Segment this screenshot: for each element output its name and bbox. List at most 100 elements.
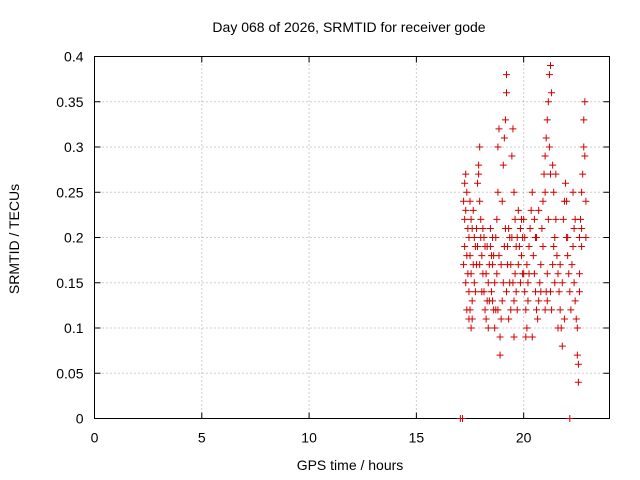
data-point	[501, 224, 509, 232]
data-point	[499, 279, 507, 287]
data-point	[487, 288, 495, 296]
x-tick-label: 10	[301, 430, 317, 446]
data-point	[510, 333, 518, 341]
data-point	[489, 261, 497, 269]
data-point	[463, 252, 471, 260]
data-point	[549, 261, 557, 269]
data-point	[550, 188, 558, 196]
data-point	[467, 324, 475, 332]
data-point	[491, 279, 499, 287]
data-point	[546, 62, 554, 70]
data-point	[564, 234, 572, 241]
data-point	[490, 252, 498, 260]
data-point	[541, 152, 549, 160]
data-point	[492, 234, 500, 241]
data-point	[559, 215, 567, 223]
data-point	[522, 333, 530, 341]
data-point	[524, 297, 532, 305]
data-point	[496, 333, 504, 341]
data-point	[573, 324, 581, 332]
data-point	[528, 188, 536, 196]
data-point	[554, 324, 562, 332]
data-point	[579, 170, 587, 178]
data-point	[493, 270, 501, 278]
data-point	[509, 279, 517, 287]
data-point	[523, 261, 531, 269]
y-tick-label: 0.3	[64, 139, 84, 155]
data-point	[507, 306, 515, 314]
data-point	[514, 261, 522, 269]
data-point	[497, 261, 505, 269]
data-point	[567, 306, 575, 314]
data-point	[482, 315, 490, 323]
x-tick-label: 20	[516, 430, 532, 446]
data-point	[516, 279, 524, 287]
data-point	[566, 288, 574, 296]
data-point	[503, 288, 510, 296]
data-point	[554, 270, 562, 278]
data-point	[462, 206, 470, 214]
y-tick-label: 0.15	[56, 275, 83, 291]
data-point	[565, 270, 573, 278]
data-point	[503, 89, 510, 97]
data-point	[489, 297, 497, 305]
x-tick-label: 5	[198, 430, 206, 446]
data-point	[504, 261, 512, 269]
data-point	[510, 188, 518, 196]
y-tick-label: 0.05	[56, 365, 83, 381]
data-point	[501, 116, 509, 124]
data-point	[530, 215, 538, 223]
y-tick-label: 0.4	[64, 49, 84, 65]
data-point	[519, 270, 527, 278]
data-point	[541, 306, 549, 314]
data-point	[570, 279, 578, 287]
data-point	[479, 224, 487, 232]
data-point	[545, 143, 553, 151]
data-point	[548, 89, 556, 97]
y-tick-label: 0	[76, 411, 84, 427]
data-point	[525, 243, 533, 251]
data-point	[462, 279, 470, 287]
data-point	[543, 297, 551, 305]
data-point	[551, 234, 559, 241]
data-point	[521, 234, 529, 241]
data-point	[581, 152, 589, 160]
data-point	[494, 188, 502, 196]
chart-title: Day 068 of 2026, SRMTID for receiver god…	[212, 19, 485, 35]
data-point	[549, 161, 557, 169]
data-point	[463, 306, 471, 314]
data-point	[513, 234, 521, 241]
data-point	[539, 197, 547, 205]
data-point	[508, 152, 516, 160]
data-point	[556, 306, 564, 314]
data-point	[527, 206, 535, 214]
data-point	[461, 243, 469, 251]
data-point	[475, 161, 483, 169]
data-point	[484, 324, 492, 332]
data-point	[524, 279, 532, 287]
data-point	[480, 234, 488, 241]
data-point	[484, 279, 492, 287]
data-point	[505, 315, 513, 323]
data-point	[495, 125, 503, 133]
data-point	[500, 243, 508, 251]
data-point	[514, 206, 522, 214]
data-point	[544, 98, 552, 106]
data-point	[545, 71, 553, 79]
data-point	[470, 234, 478, 241]
data-point	[548, 306, 556, 314]
data-point	[496, 351, 504, 359]
data-point	[478, 252, 486, 260]
data-point	[553, 252, 561, 260]
data-point	[461, 179, 469, 187]
data-point	[491, 324, 499, 332]
data-point	[459, 415, 467, 422]
data-point	[469, 206, 477, 214]
data-point	[563, 197, 571, 205]
data-point	[582, 197, 590, 205]
data-point	[472, 261, 480, 269]
data-point	[513, 306, 521, 314]
data-point	[463, 188, 471, 196]
data-point	[509, 125, 517, 133]
